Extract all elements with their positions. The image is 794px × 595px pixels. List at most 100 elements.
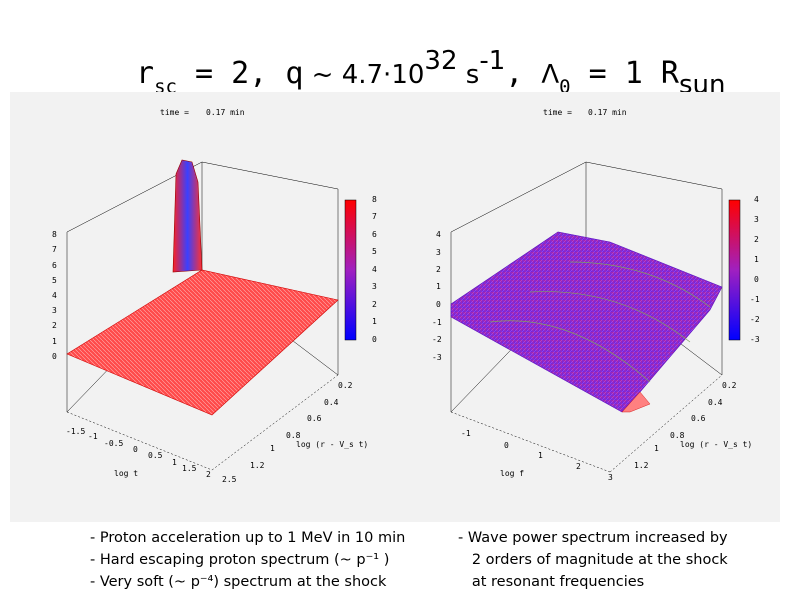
left-x-tick: 1 [172, 458, 177, 467]
right-z-tick: 3 [436, 248, 441, 257]
left-x-tick: 0 [133, 445, 138, 454]
right-z-tick: -2 [432, 335, 442, 344]
right-cbar-tick: 3 [754, 215, 759, 224]
right-surface [450, 231, 723, 413]
left-x-tick: 0.5 [148, 451, 163, 460]
left-z-tick: 7 [52, 245, 57, 254]
left-peak [172, 159, 203, 273]
right-x-axis: -1 0 1 2 3 log f [461, 429, 613, 482]
right-colorbar [728, 199, 741, 341]
title-unit: s [457, 60, 480, 90]
right-time-label: time = [543, 108, 572, 117]
left-z-tick: 3 [52, 306, 57, 315]
left-y-tick: 0.4 [324, 398, 339, 407]
right-surface-red-corner [621, 391, 651, 413]
caption-line: at resonant frequencies [458, 574, 645, 590]
right-x-tick: 3 [608, 473, 613, 482]
right-cbar-tick: 0 [754, 275, 759, 284]
left-x-tick: -1.5 [66, 427, 85, 436]
right-y-tick: 0.2 [722, 381, 737, 390]
left-z-tick: 2 [52, 321, 57, 330]
right-x-tick: 2 [576, 462, 581, 471]
left-time-value: 0.17 min [206, 108, 245, 117]
right-z-tick: 0 [436, 300, 441, 309]
caption-right: - Wave power spectrum increased by 2 ord… [458, 527, 728, 593]
right-plot: time = 0.17 min 4 3 2 1 0 -1 -2 -3 [432, 108, 760, 482]
left-z-axis: 8 7 6 5 4 3 2 1 0 [52, 230, 57, 361]
left-y-label: log (r - V_s t) [296, 440, 368, 449]
right-z-axis: 4 3 2 1 0 -1 -2 -3 [432, 230, 442, 362]
left-cbar-tick: 7 [372, 212, 377, 221]
left-x-tick: -1 [88, 432, 98, 441]
left-cbar-tick: 8 [372, 195, 377, 204]
right-z-tick: -1 [432, 318, 442, 327]
left-cbar-tick: 2 [372, 300, 377, 309]
left-y-tick: 0.8 [286, 431, 301, 440]
title-unit-exp: -1 [479, 46, 506, 76]
right-x-tick: 0 [504, 441, 509, 450]
left-x-label: log t [114, 469, 138, 478]
left-colorbar-ticks: 8 7 6 5 4 3 2 1 0 [372, 195, 377, 344]
left-y-tick: 0.6 [307, 414, 322, 423]
left-cbar-tick: 0 [372, 335, 377, 344]
left-cbar-tick: 1 [372, 317, 377, 326]
left-z-tick: 8 [52, 230, 57, 239]
right-z-tick: 2 [436, 265, 441, 274]
right-y-tick: 1.2 [634, 461, 649, 470]
left-y-tick: 0.2 [338, 381, 353, 390]
right-y-tick: 0.8 [670, 431, 685, 440]
title-lambda-sub: 0 [559, 76, 571, 98]
left-plot: time = 0.17 min 8 7 6 5 4 3 2 1 0 [52, 108, 377, 484]
right-cbar-tick: 2 [754, 235, 759, 244]
left-z-tick: 4 [52, 291, 57, 300]
right-cbar-tick: -3 [750, 335, 760, 344]
slide-title: rsc = 2, q ~ 4.7·1032 s-1, Λ0 = 1 Rsun [136, 46, 726, 100]
right-colorbar-ticks: 4 3 2 1 0 -1 -2 -3 [750, 195, 760, 344]
left-colorbar [344, 199, 357, 341]
left-x-axis: -1.5 -1 -0.5 0 0.5 1 1.5 2 2.5 log t [66, 427, 237, 484]
left-z-tick: 6 [52, 261, 57, 270]
left-z-tick: 1 [52, 337, 57, 346]
right-y-tick: 0.4 [708, 398, 723, 407]
left-time-label: time = [160, 108, 189, 117]
right-cbar-tick: -2 [750, 315, 760, 324]
title-q-value: ~ 4.7·10 [303, 60, 425, 90]
right-y-tick: 0.6 [691, 414, 706, 423]
right-x-tick: -1 [461, 429, 471, 438]
left-cbar-tick: 6 [372, 230, 377, 239]
plot-area: time = 0.17 min 8 7 6 5 4 3 2 1 0 [10, 92, 780, 522]
title-eq1: = 2, q [176, 56, 304, 91]
left-x-tick: 2.5 [222, 475, 237, 484]
right-z-tick: -3 [432, 353, 442, 362]
right-y-label: log (r - V_s t) [680, 440, 752, 449]
title-lambda: Λ [541, 60, 560, 90]
right-y-axis: 0.2 0.4 0.6 0.8 1 1.2 log (r - V_s t) [634, 381, 752, 470]
left-x-tick: 2 [206, 470, 211, 479]
right-time-value: 0.17 min [588, 108, 627, 117]
right-y-tick: 1 [654, 444, 659, 453]
left-y-tick: 1.2 [250, 461, 265, 470]
left-x-tick: 1.5 [182, 464, 197, 473]
title-r: r [136, 56, 155, 91]
title-exp: 32 [424, 46, 458, 76]
left-cbar-tick: 5 [372, 247, 377, 256]
caption-line: - Proton acceleration up to 1 MeV in 10 … [90, 530, 406, 546]
plots-svg: time = 0.17 min 8 7 6 5 4 3 2 1 0 [52, 108, 760, 484]
right-x-label: log f [500, 469, 524, 478]
right-cbar-tick: 4 [754, 195, 759, 204]
caption-left: - Proton acceleration up to 1 MeV in 10 … [90, 527, 405, 593]
right-cbar-tick: 1 [754, 255, 759, 264]
right-z-tick: 1 [436, 282, 441, 291]
right-cbar-tick: -1 [750, 295, 760, 304]
left-x-tick: -0.5 [104, 439, 123, 448]
right-x-tick: 1 [538, 451, 543, 460]
right-z-tick: 4 [436, 230, 441, 239]
left-cbar-tick: 4 [372, 265, 377, 274]
caption-line: - Hard escaping proton spectrum (~ p⁻¹ ) [90, 552, 390, 568]
caption-line: - Very soft (~ p⁻⁴) spectrum at the shoc… [90, 574, 387, 590]
caption-line: - Wave power spectrum increased by [458, 530, 728, 546]
right-contour-lines [489, 261, 711, 383]
left-y-tick: 1 [270, 444, 275, 453]
left-surface [66, 269, 339, 416]
title-sep: , [505, 56, 542, 91]
